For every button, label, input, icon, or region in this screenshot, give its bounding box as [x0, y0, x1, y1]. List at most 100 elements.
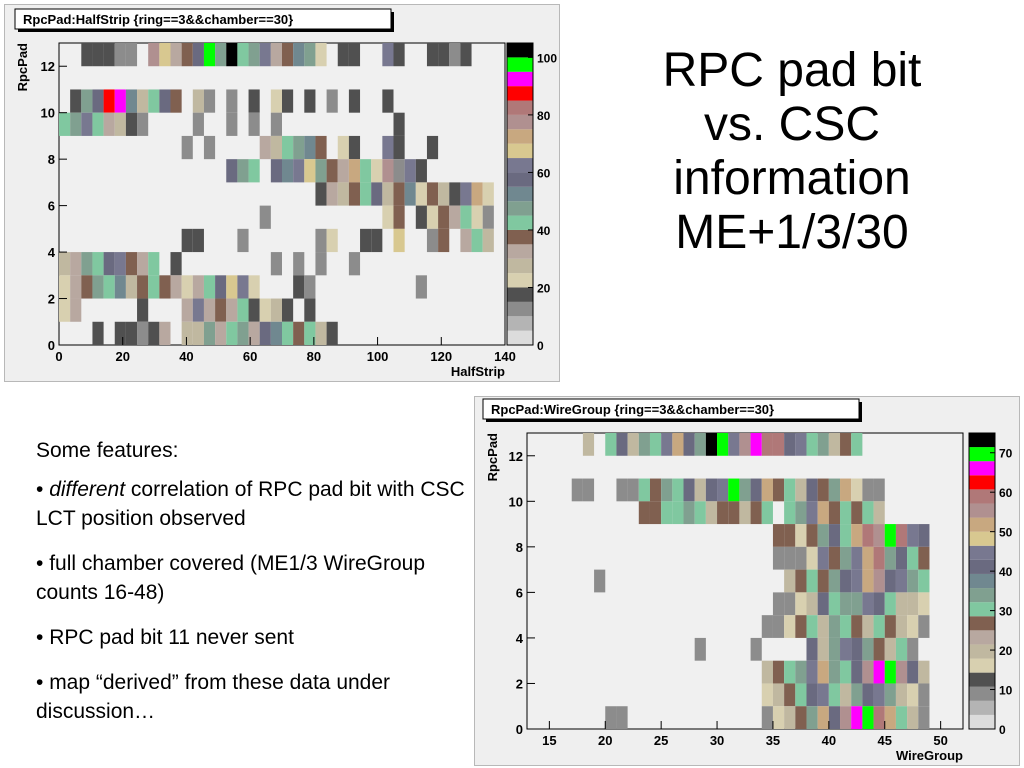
heatmap-cell	[92, 321, 104, 345]
heatmap-cell	[918, 660, 930, 684]
heatmap-cell	[192, 112, 204, 136]
heatmap-cell	[426, 182, 439, 206]
colorbar-segment	[507, 57, 533, 72]
wiregroup-heatmap: RpcPad:WireGroup {ring==3&&chamber==30} 1…	[482, 398, 1013, 763]
heatmap-cell	[259, 298, 271, 322]
heatmap-cell	[471, 182, 483, 206]
heatmap-cell	[717, 478, 729, 502]
heatmap-cell	[315, 135, 327, 160]
slide-title-line: RPC pad bit	[662, 44, 922, 97]
heatmap-cell	[170, 43, 182, 67]
heatmap-cell	[137, 275, 149, 299]
heatmap-cell	[616, 478, 628, 502]
heatmap-cell	[784, 524, 796, 547]
heatmap-cell	[460, 228, 472, 253]
heatmap-cell	[326, 228, 338, 253]
heatmap-cell	[761, 615, 773, 638]
colorbar-segment	[507, 114, 533, 130]
heatmap-cell	[784, 433, 796, 456]
y-tick-label: 10	[509, 494, 523, 509]
colorbar-segment	[507, 43, 533, 58]
heatmap-cell	[761, 478, 773, 502]
heatmap-cell	[772, 478, 785, 502]
heatmap-cell	[148, 275, 160, 299]
heatmap-cell	[114, 112, 126, 136]
heatmap-cell	[806, 501, 818, 525]
heatmap-cell	[114, 321, 126, 345]
heatmap-cell	[851, 660, 863, 684]
heatmap-cell	[248, 112, 260, 136]
heatmap-cell	[70, 252, 82, 276]
heatmap-cell	[226, 321, 238, 345]
heatmap-cell	[851, 637, 863, 661]
heatmap-cell	[795, 478, 807, 502]
heatmap-cell	[851, 546, 863, 570]
heatmap-cell	[873, 478, 885, 502]
heatmap-cell	[371, 182, 383, 206]
heatmap-cell	[237, 159, 249, 183]
colorbar-segment	[969, 433, 995, 448]
colorbar-tick-label: 0	[999, 723, 1006, 737]
heatmap-cell	[828, 524, 841, 547]
heatmap-cell	[750, 433, 762, 456]
heatmap-cell	[170, 89, 182, 113]
heatmap-cell	[750, 637, 762, 661]
heatmap-cell	[649, 478, 662, 502]
heatmap-cell	[81, 112, 93, 136]
heatmap-cell	[59, 298, 71, 322]
heatmap-cell	[137, 252, 149, 276]
heatmap-cell	[739, 478, 751, 502]
heatmap-cell	[382, 159, 394, 183]
heatmap-cell	[192, 89, 204, 113]
heatmap-cell	[382, 135, 394, 160]
heatmap-cell	[203, 89, 216, 113]
y-tick-label: 8	[516, 540, 523, 555]
heatmap-cell	[895, 546, 908, 570]
colorbar-segment	[507, 71, 533, 87]
x-tick-label: 40	[822, 733, 836, 748]
heatmap-cell	[907, 660, 919, 684]
colorbar-tick-label: 100	[537, 51, 557, 65]
heatmap-cell	[918, 592, 930, 616]
heatmap-cell	[137, 321, 149, 345]
feature-bullet: • full chamber covered (ME1/3 WireGroup …	[36, 549, 472, 607]
colorbar-segment	[969, 602, 995, 617]
heatmap-cell	[59, 112, 71, 136]
heatmap-cell	[728, 501, 740, 525]
heatmap-cell	[482, 182, 494, 206]
heatmap-cell	[426, 135, 439, 160]
heatmap-cell	[806, 433, 818, 456]
heatmap-cell	[270, 43, 282, 67]
heatmap-cell	[192, 298, 204, 322]
heatmap-cell	[282, 159, 294, 183]
heatmap-cell	[862, 683, 874, 707]
heatmap-cell	[348, 252, 361, 276]
heatmap-cell	[862, 524, 874, 547]
colorbar-segment	[507, 301, 533, 317]
heatmap-cell	[438, 182, 450, 206]
heatmap-cell	[304, 135, 316, 160]
colorbar-segment	[969, 573, 995, 589]
heatmap-cell	[817, 546, 829, 570]
heatmap-cell	[828, 592, 841, 616]
heatmap-cell	[873, 592, 885, 616]
heatmap-cell	[170, 252, 182, 276]
heatmap-cell	[215, 298, 227, 322]
heatmap-cell	[851, 433, 863, 456]
bullet-emphasis: different	[49, 478, 126, 501]
x-tick-label: 40	[179, 349, 193, 364]
heatmap-cell	[784, 569, 796, 593]
bullet-mark: •	[36, 552, 50, 575]
y-tick-label: 4	[516, 631, 524, 646]
heatmap-cell	[114, 275, 126, 299]
heatmap-cell	[348, 43, 361, 67]
colorbar-segment	[507, 143, 533, 159]
x-tick-label: 35	[766, 733, 780, 748]
heatmap-cell	[862, 615, 874, 638]
heatmap-cell	[137, 112, 149, 136]
heatmap-cell	[851, 706, 863, 729]
heatmap-cell	[582, 433, 595, 456]
heatmap-cell	[270, 89, 282, 113]
colorbar-segment	[969, 475, 995, 490]
heatmap-cell	[806, 615, 818, 638]
